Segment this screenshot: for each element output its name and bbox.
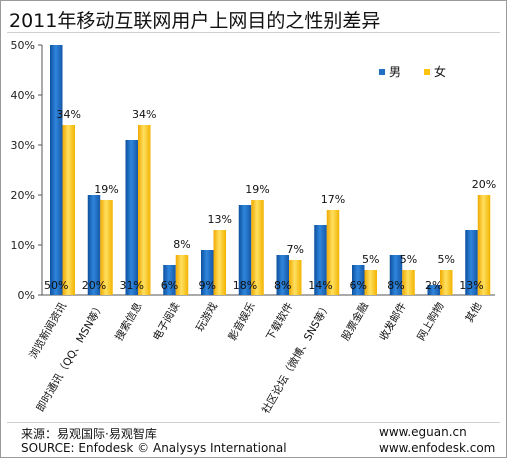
data-label-male: 8% (387, 279, 404, 292)
bar-female (440, 270, 453, 295)
bar-male (276, 255, 289, 295)
bar-female (175, 255, 189, 295)
data-label-male: 13% (459, 279, 483, 292)
data-label-female: 5% (400, 253, 417, 266)
source-en: SOURCE: Enfodesk © Analysys Internationa… (21, 441, 287, 455)
data-label-female: 5% (438, 253, 455, 266)
data-label-female: 5% (362, 253, 379, 266)
bar-female (477, 195, 491, 295)
y-tick-label: 0% (18, 289, 35, 302)
bar-male (87, 195, 101, 295)
footer-divider (7, 422, 500, 423)
bar-female (289, 260, 302, 295)
category-label: 玩游戏 (193, 300, 220, 334)
data-label-male: 9% (199, 279, 216, 292)
category-label: 电子阅读 (150, 300, 183, 343)
category-label: 搜索信息 (112, 300, 144, 343)
bar-chart: 0% 10% 20% 30% 40% 50% 50% 34% 浏览新闻资讯 20% 19% 即时通讯… (11, 39, 497, 416)
bar-male (465, 230, 478, 295)
category-label: 即时通讯（QQ、MSN等） (34, 300, 107, 414)
axes: 0% 10% 20% 30% 40% 50% (11, 39, 495, 302)
data-label-male: 6% (161, 279, 178, 292)
category-label: 收发邮件 (377, 300, 409, 343)
legend: 男女 (379, 64, 446, 79)
data-label-female: 7% (287, 243, 304, 256)
url-enfodesk: www.enfodesk.com (379, 441, 496, 455)
bar-female (326, 210, 340, 295)
data-label-female: 34% (132, 108, 156, 121)
data-label-female: 19% (94, 183, 118, 196)
bar-male (125, 140, 138, 295)
bar-male (50, 45, 63, 295)
y-tick-label: 20% (11, 189, 35, 202)
bar-male (314, 225, 327, 295)
bar-female (251, 200, 264, 295)
data-label-female: 19% (245, 183, 269, 196)
data-label-male: 50% (44, 279, 68, 292)
legend-swatch-male (379, 69, 385, 75)
bar-female (100, 200, 113, 295)
bar-male (163, 265, 176, 295)
bar-male (238, 205, 252, 295)
data-label-male: 6% (350, 279, 367, 292)
data-label-male: 18% (233, 279, 257, 292)
bar-female (62, 125, 75, 295)
title-divider (7, 32, 500, 33)
bar-female (364, 270, 377, 295)
data-label-male: 31% (120, 279, 144, 292)
category-label: 下载软件 (263, 300, 295, 343)
category-label: 其他 (463, 300, 485, 325)
data-label-female: 8% (173, 238, 190, 251)
legend-label-female: 女 (434, 64, 446, 79)
data-label-female: 17% (321, 193, 345, 206)
bar-female (402, 270, 415, 295)
category-label: 股票金融 (339, 300, 372, 343)
data-label-female: 34% (57, 108, 81, 121)
category-label: 网上购物 (414, 300, 446, 343)
url-eguan: www.eguan.cn (379, 425, 467, 439)
data-label-female: 20% (472, 178, 496, 191)
data-label-male: 2% (425, 279, 442, 292)
y-tick-label: 40% (11, 89, 35, 102)
bar-male (427, 285, 440, 295)
bar-male (201, 250, 214, 295)
bar-female (213, 230, 226, 295)
bar-male (389, 255, 403, 295)
chart-title: 2011年移动互联网用户上网目的之性别差异 (9, 10, 381, 32)
data-label-female: 13% (208, 213, 232, 226)
bar-female (138, 125, 151, 295)
source-cn: 来源：易观国际·易观智库 (21, 427, 157, 441)
bars (50, 45, 491, 295)
y-tick-label: 50% (11, 39, 35, 52)
data-label-male: 14% (308, 279, 332, 292)
y-tick-label: 30% (11, 139, 35, 152)
category-label: 影音娱乐 (226, 300, 259, 343)
legend-swatch-female (424, 69, 430, 75)
data-label-male: 20% (82, 279, 106, 292)
category-label: 浏览新闻资讯 (26, 300, 69, 361)
data-label-male: 8% (274, 279, 291, 292)
bar-male (352, 265, 365, 295)
category-label: 社区论坛（微博、SNS等） (259, 300, 333, 416)
legend-label-male: 男 (389, 65, 401, 79)
y-tick-label: 10% (11, 239, 35, 252)
